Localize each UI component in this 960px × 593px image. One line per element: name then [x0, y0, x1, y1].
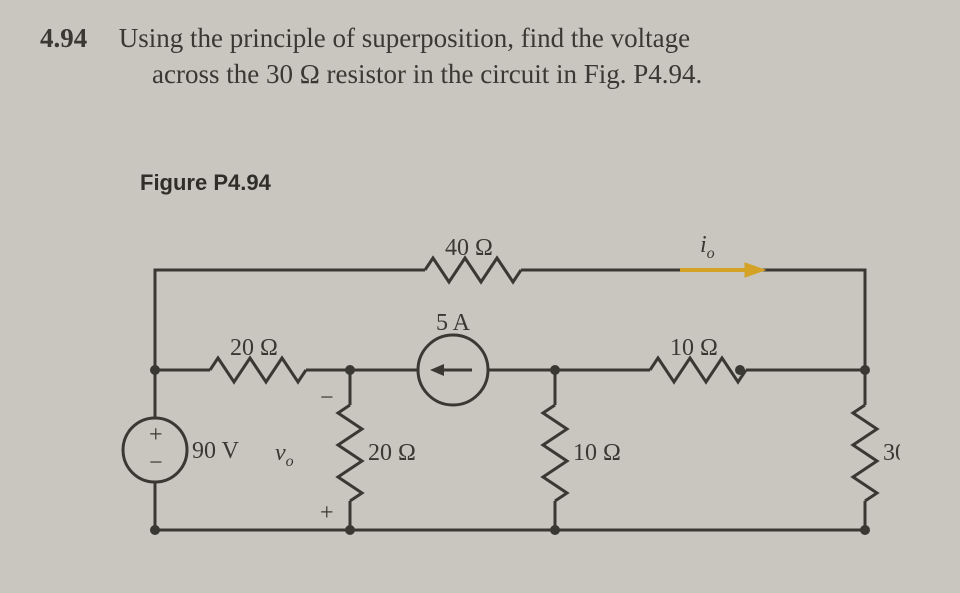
- label-40ohm: 40 Ω: [445, 235, 493, 261]
- figure-caption: Figure P4.94: [140, 170, 271, 196]
- src-plus: +: [149, 422, 163, 448]
- label-20ohm-series: 20 Ω: [230, 335, 278, 361]
- problem-line2: across the 30 Ω resistor in the circuit …: [152, 56, 940, 92]
- problem-line1: Using the principle of superposition, fi…: [119, 23, 690, 53]
- label-90v: 90 V: [192, 438, 240, 464]
- label-20ohm-shunt: 20 Ω: [368, 440, 416, 466]
- label-5a: 5 A: [436, 310, 471, 336]
- label-10ohm-shunt: 10 Ω: [573, 440, 621, 466]
- circuit-diagram: 40 Ω 5 A 20 Ω 10 Ω 90 V − vo + 20 Ω 10 Ω…: [120, 230, 900, 560]
- problem-number: 4.94: [40, 20, 112, 56]
- label-vo-plus: +: [320, 500, 334, 526]
- label-io: io: [700, 232, 715, 262]
- label-30ohm-shunt: 30 Ω: [883, 440, 900, 466]
- src-minus: −: [149, 450, 163, 476]
- problem-statement: 4.94 Using the principle of superpositio…: [40, 20, 940, 93]
- label-vo: vo: [275, 440, 294, 470]
- label-10ohm-series: 10 Ω: [670, 335, 718, 361]
- label-vo-minus: −: [320, 385, 334, 411]
- page: 4.94 Using the principle of superpositio…: [0, 0, 960, 593]
